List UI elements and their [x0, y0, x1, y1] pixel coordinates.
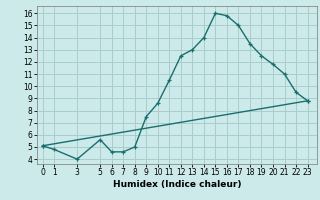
X-axis label: Humidex (Indice chaleur): Humidex (Indice chaleur) — [113, 180, 241, 189]
